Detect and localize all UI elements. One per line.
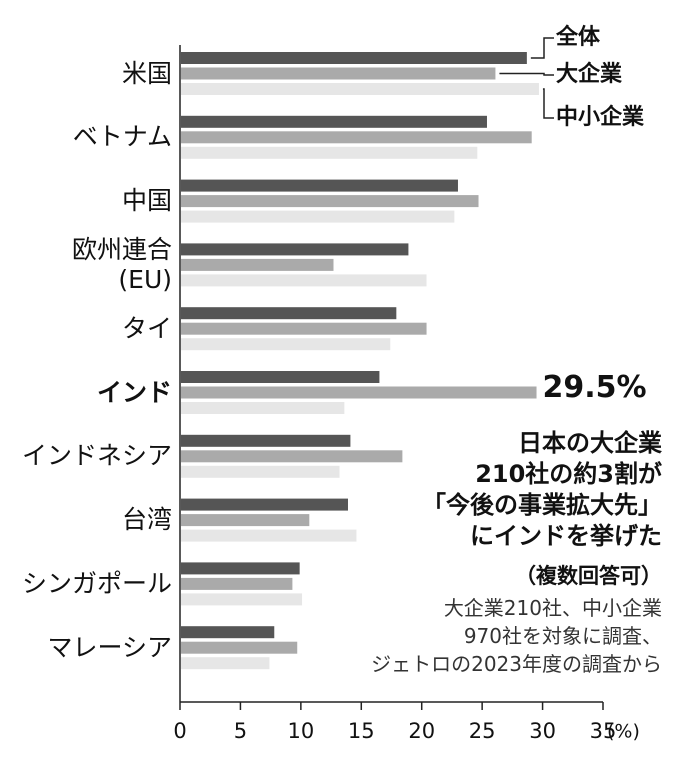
bar — [181, 210, 455, 223]
category-label: インドネシア — [21, 441, 172, 471]
legend-connector — [499, 72, 554, 76]
bar — [181, 146, 478, 159]
x-tick-label: 35 — [590, 719, 617, 743]
category-label: マレーシア — [47, 632, 172, 662]
x-tick-label: 20 — [408, 719, 435, 743]
value-label: 29.5% — [543, 370, 647, 405]
bar — [181, 626, 275, 639]
x-tick-label: 10 — [287, 719, 314, 743]
annotation-note: 大企業210社、中小企業 970社を対象に調査、 ジェトロの2023年度の調査か… — [371, 596, 662, 676]
legend-label: 中小企業 — [556, 104, 645, 130]
x-tick-label: 30 — [529, 719, 556, 743]
x-axis-unit: (%) — [607, 721, 640, 743]
bar — [181, 195, 479, 208]
bar — [181, 434, 351, 447]
annotation: 日本の大企業 210社の約3割が 「今後の事業拡大先」 にインドを挙げた — [422, 429, 662, 550]
bar — [181, 258, 334, 271]
bar — [181, 274, 427, 287]
bar — [181, 307, 397, 320]
bar — [181, 52, 527, 64]
bar — [181, 641, 298, 654]
category-label: 欧州連合 (EU) — [71, 234, 172, 294]
bar — [181, 115, 487, 128]
bar — [181, 386, 537, 399]
bar — [181, 402, 345, 414]
bar — [181, 529, 357, 542]
bar — [181, 243, 409, 256]
bar — [181, 498, 348, 511]
x-tick-label: 0 — [173, 719, 186, 743]
category-label: インド — [96, 377, 172, 407]
bar — [181, 657, 270, 670]
legend-connector — [530, 37, 554, 59]
legend-connector — [542, 88, 554, 119]
category-label: 中国 — [121, 186, 172, 216]
legend-label: 大企業 — [556, 61, 623, 87]
bar — [181, 83, 539, 95]
bar — [181, 131, 532, 144]
category-label: ベトナム — [72, 122, 172, 152]
bar — [181, 562, 300, 575]
category-label: タイ — [121, 313, 172, 343]
bar — [181, 371, 380, 383]
bar — [181, 465, 340, 478]
bar — [181, 322, 427, 335]
annotation: （複数回答可） — [515, 564, 662, 588]
bar — [181, 593, 303, 606]
legend-label: 全体 — [555, 24, 601, 50]
bar — [181, 179, 458, 192]
x-tick-label: 15 — [348, 719, 375, 743]
bar — [181, 67, 496, 80]
x-tick-label: 5 — [234, 719, 247, 743]
bar — [181, 514, 310, 527]
category-label: 米国 — [121, 58, 172, 88]
category-label: シンガポール — [21, 568, 172, 598]
category-label: 台湾 — [121, 505, 172, 535]
bar — [181, 450, 403, 463]
bar — [181, 577, 293, 590]
bar — [181, 338, 391, 351]
x-tick-label: 25 — [469, 719, 496, 743]
